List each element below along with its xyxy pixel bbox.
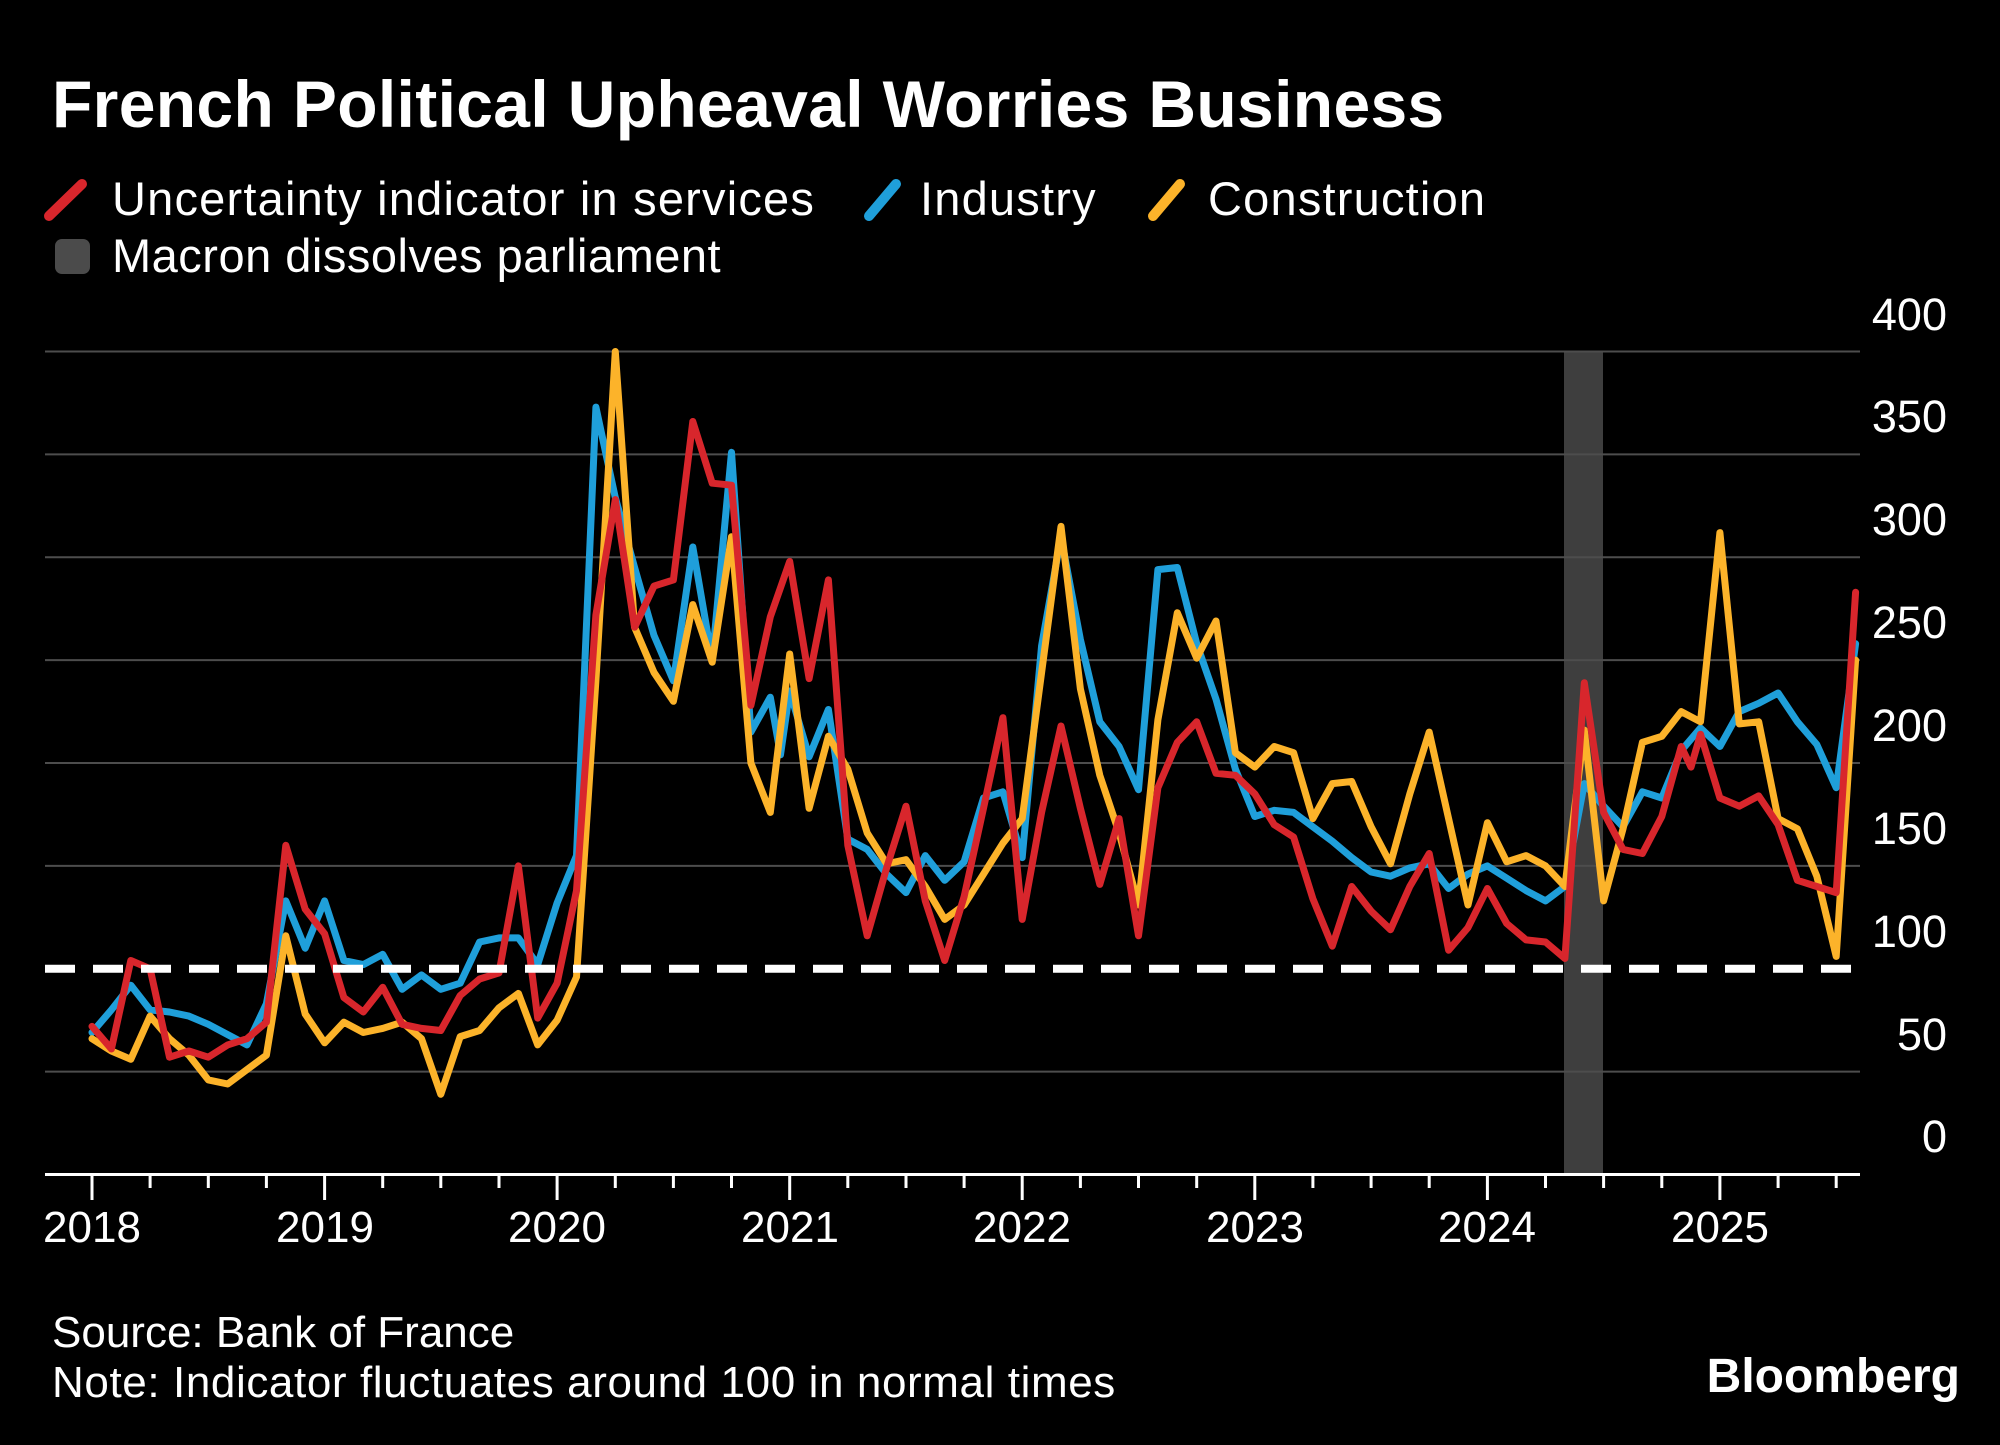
svg-text:2023: 2023: [1206, 1203, 1304, 1252]
svg-text:French Political Upheaval Worr: French Political Upheaval Worries Busine…: [52, 67, 1445, 141]
svg-text:2018: 2018: [43, 1203, 141, 1252]
svg-text:200: 200: [1872, 700, 1947, 751]
svg-text:400: 400: [1872, 289, 1947, 340]
svg-text:50: 50: [1897, 1009, 1947, 1060]
svg-text:Uncertainty indicator in servi: Uncertainty indicator in services: [112, 172, 815, 225]
svg-text:Note: Indicator fluctuates aro: Note: Indicator fluctuates around 100 in…: [52, 1358, 1116, 1407]
svg-text:Bloomberg: Bloomberg: [1707, 1350, 1960, 1403]
svg-text:2025: 2025: [1671, 1203, 1769, 1252]
svg-text:2021: 2021: [741, 1203, 839, 1252]
svg-text:Industry: Industry: [920, 172, 1097, 225]
svg-text:300: 300: [1872, 494, 1947, 545]
svg-text:2019: 2019: [276, 1203, 374, 1252]
svg-text:250: 250: [1872, 597, 1947, 648]
svg-text:2024: 2024: [1438, 1203, 1536, 1252]
svg-text:Source: Bank of France: Source: Bank of France: [52, 1308, 514, 1357]
svg-text:100: 100: [1872, 906, 1947, 957]
svg-text:2022: 2022: [973, 1203, 1071, 1252]
svg-text:Construction: Construction: [1208, 172, 1486, 225]
svg-text:150: 150: [1872, 803, 1947, 854]
svg-text:Macron dissolves parliament: Macron dissolves parliament: [112, 229, 721, 282]
svg-text:2020: 2020: [508, 1203, 606, 1252]
svg-text:0: 0: [1922, 1111, 1947, 1162]
svg-text:350: 350: [1872, 391, 1947, 442]
